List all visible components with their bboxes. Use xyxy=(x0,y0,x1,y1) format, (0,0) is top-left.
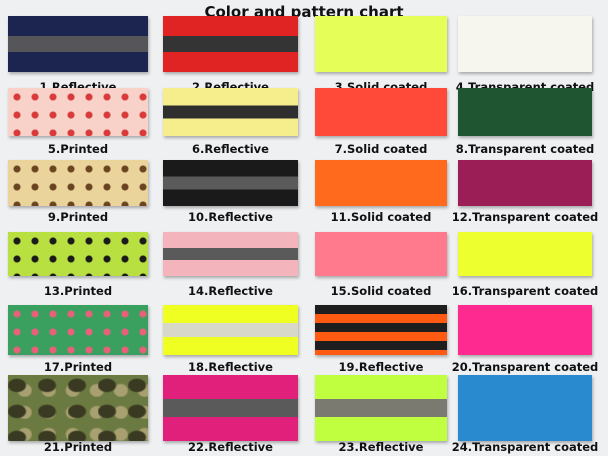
swatch-22 xyxy=(163,375,298,441)
swatch-label: 10.Reflective xyxy=(188,210,273,224)
swatch-label: 13.Printed xyxy=(43,284,113,298)
swatch-label: 23.Reflective xyxy=(338,440,424,454)
swatch-label: 14.Reflective xyxy=(188,284,273,298)
swatch-6 xyxy=(163,88,298,136)
swatch-21 xyxy=(8,375,148,441)
swatch-8 xyxy=(458,88,592,136)
swatch-label: 12.Transparent coated xyxy=(451,210,599,224)
swatch-16 xyxy=(458,232,592,276)
swatch-label: 7.Solid coated xyxy=(334,142,428,156)
swatch-label: 20.Transparent coated xyxy=(451,360,599,374)
swatch-18 xyxy=(163,305,298,355)
swatch-14 xyxy=(163,232,298,276)
swatch-19 xyxy=(315,305,447,355)
swatch-label: 17.Printed xyxy=(43,360,113,374)
swatch-label: 24.Transparent coated xyxy=(451,440,599,454)
swatch-11 xyxy=(315,160,447,206)
swatch-label: 18.Reflective xyxy=(188,360,273,374)
swatch-2 xyxy=(163,16,298,72)
swatch-label: 15.Solid coated xyxy=(330,284,432,298)
swatch-label: 16.Transparent coated xyxy=(451,284,599,298)
swatch-label: 21.Printed xyxy=(43,440,113,454)
swatch-label: 6.Reflective xyxy=(192,142,269,156)
swatch-17 xyxy=(8,305,148,355)
swatch-20 xyxy=(458,305,592,355)
swatch-10 xyxy=(163,160,298,206)
swatch-label: 8.Transparent coated xyxy=(455,142,595,156)
swatch-12 xyxy=(458,160,592,206)
swatch-9 xyxy=(8,160,148,206)
swatch-5 xyxy=(8,88,148,136)
swatch-label: 9.Printed xyxy=(47,210,109,224)
swatch-7 xyxy=(315,88,447,136)
swatch-label: 22.Reflective xyxy=(188,440,273,454)
swatch-24 xyxy=(458,375,592,441)
swatch-4 xyxy=(458,16,592,72)
swatch-label: 11.Solid coated xyxy=(330,210,432,224)
swatch-3 xyxy=(315,16,447,72)
swatch-label: 19.Reflective xyxy=(338,360,424,374)
swatch-label: 5.Printed xyxy=(47,142,109,156)
swatch-23 xyxy=(315,375,447,441)
swatch-13 xyxy=(8,232,148,276)
swatch-1 xyxy=(8,16,148,72)
swatch-15 xyxy=(315,232,447,276)
